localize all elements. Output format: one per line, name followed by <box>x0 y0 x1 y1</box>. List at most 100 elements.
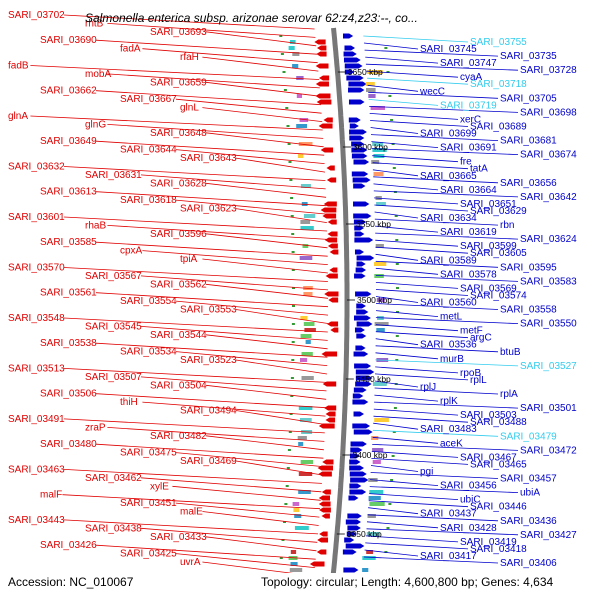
connector-line <box>372 162 469 170</box>
feature-stripe <box>300 460 314 464</box>
forward-gene-mark <box>351 153 368 159</box>
gene-label: SARI_03648 <box>150 128 207 139</box>
gene-label: wecC <box>419 86 445 97</box>
reverse-gene-mark <box>328 297 339 303</box>
forward-gene-mark <box>343 51 357 57</box>
connector-line <box>375 303 499 310</box>
gene-label: SARI_03665 <box>420 171 477 182</box>
feature-stripe <box>371 160 380 164</box>
connector-line <box>373 183 439 191</box>
gene-label: SARI_03574 <box>470 291 527 302</box>
forward-gene-mark <box>349 129 367 135</box>
forward-gene-mark <box>355 369 375 375</box>
gc-tick <box>390 119 394 121</box>
gene-label: SARI_03483 <box>420 424 477 435</box>
genome-backbone <box>328 27 350 600</box>
forward-gene-mark <box>355 267 367 273</box>
feature-stripe <box>372 460 381 464</box>
feature-stripe <box>374 262 387 266</box>
connector-line <box>374 218 499 226</box>
feature-stripe <box>374 418 389 422</box>
gc-tick <box>390 479 394 481</box>
feature-stripe <box>298 490 311 494</box>
connector-line <box>372 155 459 163</box>
connector-line <box>95 443 324 459</box>
connector-line <box>107 427 325 442</box>
connector-line <box>107 73 320 89</box>
gene-label: SARI_03427 <box>520 530 577 541</box>
gene-label: SARI_03699 <box>420 129 477 140</box>
reverse-gene-mark <box>323 117 333 123</box>
gene-label: SARI_03632 <box>8 162 65 173</box>
forward-gene-mark <box>354 273 366 279</box>
feature-stripe <box>292 502 300 506</box>
forward-gene-mark <box>355 345 366 351</box>
gc-tick <box>392 167 396 169</box>
feature-stripe <box>298 142 313 146</box>
connector-line <box>371 148 519 155</box>
connector-line <box>375 352 439 360</box>
connector-line <box>374 373 469 381</box>
gc-tick <box>388 503 392 505</box>
gc-tick <box>291 233 295 235</box>
feature-stripe <box>373 172 384 176</box>
connector-line <box>202 511 319 526</box>
gene-label: SARI_03651 <box>460 199 517 210</box>
gene-label: zraP <box>85 422 106 433</box>
gene-label: glnG <box>85 119 106 130</box>
gene-label: SARI_03618 <box>120 195 177 206</box>
gc-tick <box>286 125 290 127</box>
connector-line <box>370 479 439 486</box>
gene-label: SARI_03438 <box>85 523 142 534</box>
forward-gene-mark <box>351 147 368 153</box>
gc-tick <box>384 47 388 49</box>
connector-line <box>175 502 320 518</box>
connector-line <box>375 239 459 247</box>
connector-line <box>202 56 319 72</box>
gene-label: rfaH <box>180 52 199 63</box>
connector-line <box>375 359 519 367</box>
gene-label: SARI_03623 <box>180 204 237 215</box>
connector-line <box>63 418 325 434</box>
gene-label: pgi <box>420 467 433 478</box>
reverse-gene-mark <box>320 207 337 213</box>
reverse-gene-mark <box>320 147 334 153</box>
gene-label: SARI_03619 <box>440 227 497 238</box>
connector-line <box>375 282 459 289</box>
connector-line <box>374 225 439 233</box>
feature-stripe <box>290 562 298 566</box>
forward-gene-mark <box>349 453 361 459</box>
gc-tick <box>395 239 399 241</box>
feature-stripe <box>376 328 385 332</box>
reverse-gene-mark <box>326 321 339 327</box>
connector-line <box>375 246 469 254</box>
gene-label: rplJ <box>420 382 436 393</box>
forward-gene-mark <box>344 45 356 51</box>
feature-stripe <box>369 490 384 494</box>
connector-line <box>63 14 315 30</box>
gc-tick <box>396 287 399 289</box>
forward-gene-mark <box>352 399 369 405</box>
gc-tick <box>283 521 286 523</box>
feature-stripe <box>372 148 387 152</box>
connector-line <box>368 99 439 106</box>
feature-stripe <box>294 526 309 530</box>
feature-stripe <box>376 298 385 302</box>
gene-label: cpxA <box>120 246 143 257</box>
feature-stripe <box>301 376 314 380</box>
connector-line <box>205 132 324 148</box>
connector-line <box>63 166 326 181</box>
connector-line <box>372 169 419 177</box>
connector-line <box>205 233 328 249</box>
forward-gene-mark <box>353 429 373 435</box>
feature-stripe <box>362 568 369 572</box>
gene-label: xerC <box>460 114 481 125</box>
forward-gene-mark <box>349 465 365 471</box>
reverse-gene-mark <box>329 267 338 273</box>
topology-text: Topology: circular; Length: 4,600,800 bp… <box>261 575 554 589</box>
forward-gene-mark <box>353 159 370 165</box>
gene-label: SARI_03719 <box>440 100 497 111</box>
gene-label: SARI_03643 <box>180 153 237 164</box>
connector-line <box>367 84 419 92</box>
gene-label: SARI_03534 <box>120 347 177 358</box>
